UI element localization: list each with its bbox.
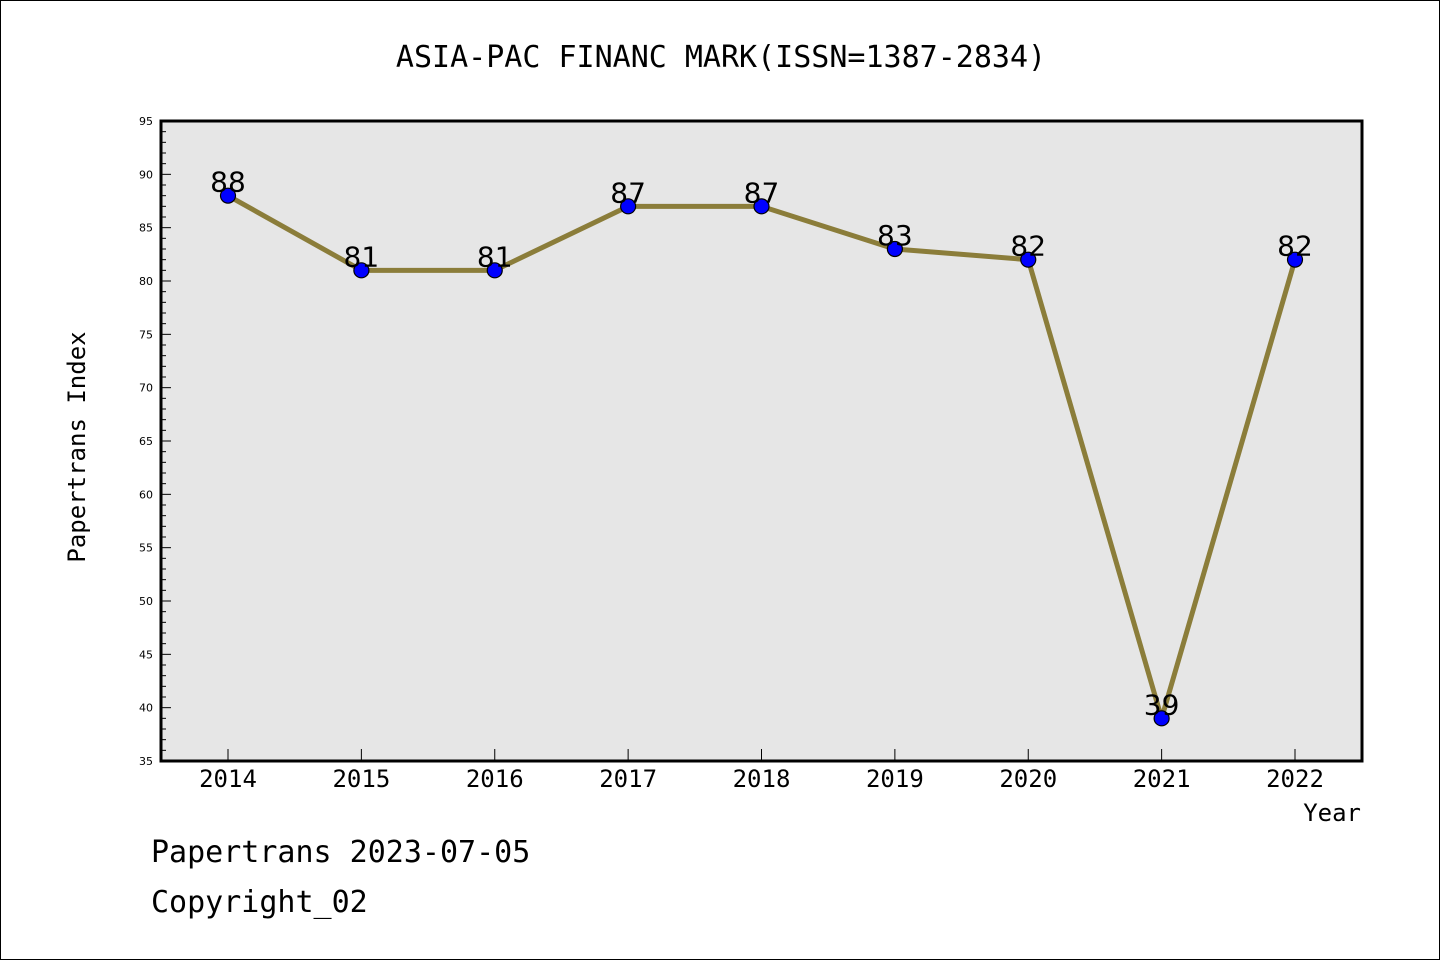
y-axis: 35 40 45 50 55 60 65 70 75 80 85 90 95	[139, 115, 171, 768]
data-point	[753, 198, 770, 215]
y-tick-label: 85	[139, 222, 153, 235]
data-point	[486, 262, 503, 279]
data-label: 82	[1010, 230, 1046, 263]
data-point	[219, 187, 237, 204]
x-tick-label: 2016	[466, 765, 524, 793]
y-tick-label: 60	[139, 488, 153, 501]
x-axis: 2014 2015 2016 2017 2018 2019 2020 2021 2022	[199, 749, 1324, 793]
data-label: 82	[1277, 230, 1313, 263]
x-tick-label: 2017	[599, 765, 657, 793]
data-point	[353, 262, 370, 279]
footer-copyright: Copyright_02	[151, 885, 368, 920]
data-label: 88	[210, 166, 246, 199]
data-label: 81	[477, 240, 513, 273]
y-tick-label: 40	[139, 702, 153, 715]
data-label: 39	[1144, 688, 1180, 721]
y-tick-label: 35	[139, 755, 153, 768]
y-tick-label: 80	[139, 275, 153, 288]
data-label: 87	[744, 176, 780, 209]
y-tick-label: 70	[139, 382, 153, 395]
data-label: 81	[344, 240, 380, 273]
y-tick-label: 75	[139, 328, 153, 341]
data-point	[1286, 251, 1304, 268]
x-tick-label: 2015	[332, 765, 390, 793]
footer-date: Papertrans 2023-07-05	[151, 835, 531, 870]
x-axis-label: Year	[1303, 799, 1361, 827]
data-label: 83	[877, 219, 913, 252]
y-tick-label: 95	[139, 115, 153, 128]
y-axis-label: Papertrans Index	[63, 331, 91, 562]
data-point	[1153, 710, 1170, 727]
data-label: 87	[610, 176, 646, 209]
y-tick-label: 65	[139, 435, 153, 448]
x-tick-label: 2018	[733, 765, 791, 793]
x-tick-label: 2022	[1266, 765, 1324, 793]
x-tick-label: 2020	[999, 765, 1057, 793]
y-tick-label: 90	[139, 168, 153, 181]
data-labels: 88 81 81 87 87 83 82 39 82	[210, 166, 1313, 722]
x-tick-label: 2021	[1133, 765, 1191, 793]
y-tick-label: 45	[139, 648, 153, 661]
x-tick-label: 2019	[866, 765, 924, 793]
series-papertrans-index	[219, 187, 1304, 727]
plot-area	[159, 119, 1364, 763]
x-tick-label: 2014	[199, 765, 257, 793]
data-point	[1020, 251, 1037, 268]
data-point	[620, 198, 637, 215]
y-tick-label: 55	[139, 542, 153, 555]
chart-title: ASIA-PAC FINANC MARK(ISSN=1387-2834)	[396, 40, 1046, 75]
data-point	[886, 240, 903, 258]
y-tick-label: 50	[139, 595, 153, 608]
